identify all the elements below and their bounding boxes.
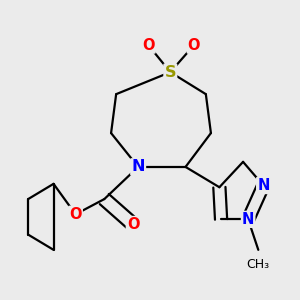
Text: O: O — [69, 207, 82, 222]
Text: S: S — [165, 65, 176, 80]
Text: O: O — [188, 38, 200, 52]
Text: O: O — [127, 217, 139, 232]
Text: O: O — [142, 38, 154, 52]
Text: N: N — [257, 178, 270, 193]
Text: CH₃: CH₃ — [247, 258, 270, 271]
Text: N: N — [242, 212, 254, 227]
Text: N: N — [131, 159, 145, 174]
